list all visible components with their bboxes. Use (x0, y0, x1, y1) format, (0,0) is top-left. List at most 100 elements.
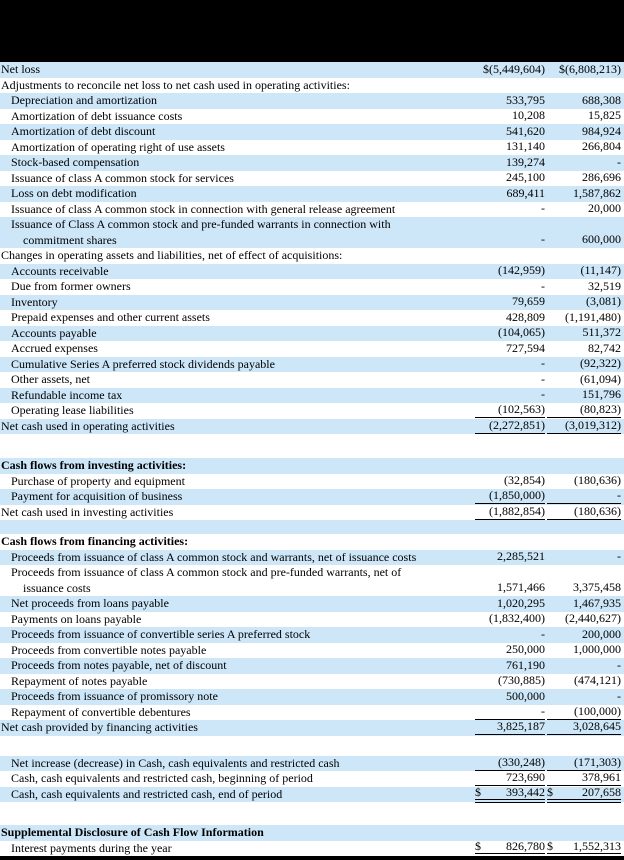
amount-col1: (1,882,854) (457, 504, 545, 521)
amount-col2: (61,094) (580, 371, 621, 386)
cash-flow-table: Net loss $(5,449,604) $(6,808,213) Adjustme… (0, 61, 624, 857)
amount-col2: (100,000) (545, 704, 624, 721)
amount-col1: 79,659 (512, 294, 545, 309)
table-row: Proceeds from issuance of class A common… (0, 565, 624, 581)
row-label: Cash flows from financing activities: (1, 534, 189, 549)
dollar-sign: $ (547, 838, 553, 853)
amount-col1: 533,795 (506, 92, 545, 107)
table-row: Other assets, net - (61,094) (0, 372, 624, 388)
amount-value: 826,780 (506, 838, 545, 853)
amount-col1 (457, 248, 545, 264)
amount-col1: 428,809 (506, 309, 545, 324)
table-row: Cash flows from investing activities: (0, 458, 624, 474)
amount-col2: 200,000 (582, 626, 621, 641)
row-label: Refundable income tax (11, 387, 123, 402)
amount-col1: $(5,449,604) (483, 61, 545, 76)
row-label: Supplemental Disclosure of Cash Flow Inf… (1, 825, 264, 840)
row-label: Net cash used in operating activities (1, 418, 175, 433)
amount-col2: $(6,808,213) (559, 61, 621, 76)
amount-col1: (2,272,851) (457, 418, 545, 435)
row-label: Loss on debt modification (11, 186, 137, 201)
row-label: Accounts payable (11, 325, 97, 340)
amount-col1: 727,594 (506, 340, 545, 355)
table-row: Supplemental Disclosure of Cash Flow Inf… (0, 825, 624, 841)
table-row: Interest payments during the year $826,78… (0, 838, 624, 857)
table-row: Changes in operating assets and liabilit… (0, 248, 624, 264)
table-row: Accrued expenses 727,594 82,742 (0, 341, 624, 357)
amount-col2: - (617, 549, 621, 564)
row-label: Adjustments to reconcile net loss to net… (1, 77, 350, 92)
row-label: Purchase of property and equipment (11, 473, 185, 488)
row-label: Repayment of notes payable (11, 673, 148, 688)
table-row: Net cash used in investing activities (1,… (0, 504, 624, 521)
spacer-row (0, 735, 624, 756)
row-label: Accounts receivable (11, 263, 109, 278)
amount-col2: 1,587,862 (573, 185, 621, 200)
row-label: Other assets, net (11, 372, 90, 387)
table-row: Payment for acquisition of business (1,85… (0, 489, 624, 505)
row-label: issuance costs (23, 580, 91, 595)
amount-col1: (142,959) (498, 263, 545, 278)
table-row: Refundable income tax - 151,796 (0, 387, 624, 403)
amount-col1: - (541, 387, 545, 402)
amount-col2: 1,000,000 (573, 642, 621, 657)
table-row: Stock-based compensation 139,274 - (0, 155, 624, 171)
amount-col1 (457, 78, 545, 94)
amount-col1: (1,850,000) (457, 489, 545, 505)
amount-col1: 3,825,187 (457, 720, 545, 736)
row-label: Proceeds from convertible notes payable (11, 642, 207, 657)
amount-col1 (457, 565, 545, 581)
table-row: Proceeds from convertible notes payable 2… (0, 642, 624, 658)
row-label: Net cash used in investing activities (1, 504, 174, 519)
row-label: Operating lease liabilities (11, 403, 134, 418)
bottom-rule (0, 856, 624, 860)
amount-col2: $207,658 (545, 785, 624, 803)
row-label: Amortization of debt discount (11, 124, 156, 139)
row-label: Proceeds from issuance of class A common… (11, 565, 402, 580)
row-label: Depreciation and amortization (11, 93, 157, 108)
table-row: Proceeds from notes payable, net of disc… (0, 658, 624, 674)
table-row: Issuance of class A common stock in conn… (0, 201, 624, 217)
spacer-row (0, 434, 624, 458)
amount-col1: (1,832,400) (489, 611, 545, 626)
amount-col2: 266,804 (582, 139, 621, 154)
amount-col2: (92,322) (580, 356, 621, 371)
amount-col1: 1,020,295 (497, 595, 545, 610)
cropped-header-bar (0, 0, 624, 62)
table-row: Amortization of debt issuance costs 10,20… (0, 108, 624, 124)
row-label: Repayment of convertible debentures (11, 704, 191, 719)
spacer-row (0, 802, 624, 825)
amount-col2: 688,308 (582, 92, 621, 107)
table-row: Net cash provided by financing activitie… (0, 720, 624, 736)
amount-col1: $826,780 (457, 838, 545, 857)
row-label: Interest payments during the year (11, 840, 172, 855)
row-label: Net cash provided by financing activitie… (1, 720, 198, 735)
row-label: Net increase (decrease) in Cash, cash eq… (11, 755, 340, 770)
amount-col1: (102,563) (457, 403, 545, 419)
amount-col1: 1,571,466 (497, 580, 545, 595)
amount-col2: (171,303) (545, 755, 624, 772)
dollar-sign: $ (475, 784, 481, 799)
table-row: Proceeds from issuance of convertible se… (0, 627, 624, 643)
amount-col1: - (541, 201, 545, 216)
amount-col1: 541,620 (506, 123, 545, 138)
table-row: commitment shares - 600,000 (0, 232, 624, 248)
amount-col1: 500,000 (506, 688, 545, 703)
row-label: Net proceeds from loans payable (11, 596, 169, 611)
amount-col2: (474,121) (574, 673, 621, 688)
amount-col1: 723,690 (457, 771, 545, 787)
amount-col1: (330,248) (457, 755, 545, 772)
table-row: Amortization of debt discount 541,620 984,… (0, 124, 624, 140)
row-label: Proceeds from notes payable, net of disc… (11, 658, 227, 673)
row-label: commitment shares (23, 232, 117, 247)
amount-col2: - (617, 154, 621, 169)
table-row: Proceeds from issuance of class A common… (0, 549, 624, 565)
table-row: Accounts payable (104,065) 511,372 (0, 325, 624, 341)
table-row: Amortization of operating right of use a… (0, 139, 624, 155)
row-label: Amortization of debt issuance costs (11, 108, 183, 123)
amount-col1: 10,208 (512, 108, 545, 123)
amount-col2 (545, 458, 624, 474)
amount-col2: 286,696 (582, 170, 621, 185)
table-row: Net proceeds from loans payable 1,020,295… (0, 596, 624, 612)
table-row: Accounts receivable (142,959) (11,147) (0, 263, 624, 279)
